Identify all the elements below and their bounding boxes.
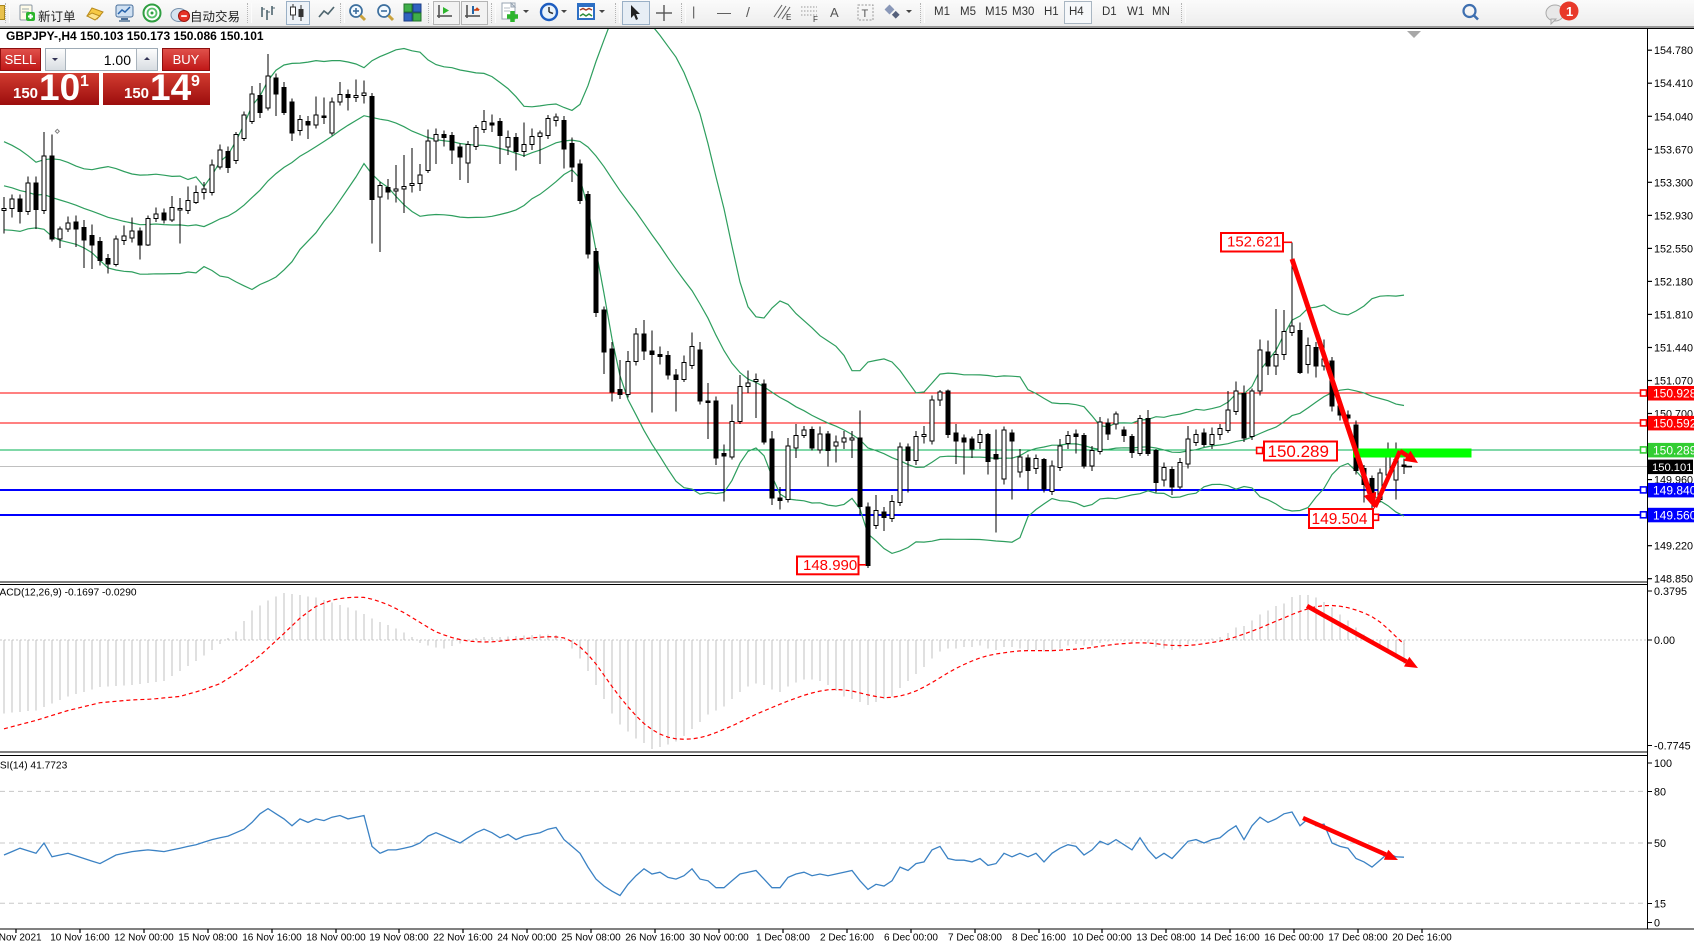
svg-text:24 Nov 00:00: 24 Nov 00:00 (497, 933, 557, 944)
svg-text:1 Dec 08:00: 1 Dec 08:00 (756, 933, 810, 944)
svg-text:25 Nov 08:00: 25 Nov 08:00 (561, 933, 621, 944)
svg-text:153.300: 153.300 (1654, 177, 1693, 189)
svg-text:30 Nov 00:00: 30 Nov 00:00 (689, 933, 749, 944)
svg-text:18 Nov 00:00: 18 Nov 00:00 (306, 933, 366, 944)
svg-text:152.550: 152.550 (1654, 243, 1693, 255)
svg-text:154.410: 154.410 (1654, 78, 1693, 90)
svg-text:151.440: 151.440 (1654, 343, 1693, 355)
svg-text:148.990: 148.990 (803, 557, 857, 574)
svg-text:GBPJPY-,H4 150.103 150.173 15: GBPJPY-,H4 150.103 150.173 150.086 150.1… (6, 29, 264, 43)
svg-text:20 Dec 16:00: 20 Dec 16:00 (1392, 933, 1452, 944)
svg-text:6 Dec 00:00: 6 Dec 00:00 (884, 933, 938, 944)
svg-text:19 Nov 08:00: 19 Nov 08:00 (369, 933, 429, 944)
svg-text:17 Dec 08:00: 17 Dec 08:00 (1328, 933, 1388, 944)
svg-text:149.560: 149.560 (1653, 508, 1694, 522)
svg-text:148.850: 148.850 (1654, 574, 1693, 586)
svg-text:E: E (786, 13, 791, 22)
svg-text:10 Dec 00:00: 10 Dec 00:00 (1072, 933, 1132, 944)
svg-text:149.220: 149.220 (1654, 541, 1693, 553)
svg-text:149.840: 149.840 (1653, 484, 1694, 498)
svg-text:15: 15 (1654, 898, 1666, 910)
svg-text:10 Nov 16:00: 10 Nov 16:00 (50, 933, 110, 944)
svg-text:0.3795: 0.3795 (1654, 586, 1687, 598)
svg-text:0: 0 (1654, 917, 1660, 929)
svg-text:22 Nov 16:00: 22 Nov 16:00 (433, 933, 493, 944)
svg-text:1: 1 (1566, 4, 1573, 19)
svg-text:150.101: 150.101 (1652, 462, 1692, 474)
svg-text:152.180: 152.180 (1654, 276, 1693, 288)
svg-text:151.070: 151.070 (1654, 376, 1693, 388)
svg-text:154.780: 154.780 (1654, 45, 1693, 57)
svg-text:154.040: 154.040 (1654, 111, 1693, 123)
svg-text:100: 100 (1654, 758, 1672, 770)
svg-text:16 Nov 16:00: 16 Nov 16:00 (242, 933, 302, 944)
svg-text:RSI(14) 41.7723: RSI(14) 41.7723 (0, 761, 68, 772)
svg-text:7 Dec 08:00: 7 Dec 08:00 (948, 933, 1002, 944)
svg-text:13 Dec 08:00: 13 Dec 08:00 (1136, 933, 1196, 944)
svg-text:50: 50 (1654, 838, 1666, 850)
svg-text:150.289: 150.289 (1268, 442, 1329, 461)
svg-text:16 Dec 00:00: 16 Dec 00:00 (1264, 933, 1324, 944)
svg-text:T: T (862, 8, 869, 20)
svg-text:149.504: 149.504 (1312, 511, 1368, 528)
svg-text:F: F (813, 15, 818, 23)
svg-text:9 Nov 2021: 9 Nov 2021 (0, 933, 42, 944)
svg-text:MACD(12,26,9) -0.1697 -0.0290: MACD(12,26,9) -0.1697 -0.0290 (0, 588, 137, 599)
svg-text:-0.7745: -0.7745 (1654, 740, 1691, 752)
svg-text:15 Nov 08:00: 15 Nov 08:00 (178, 933, 238, 944)
svg-text:8 Dec 16:00: 8 Dec 16:00 (1012, 933, 1066, 944)
svg-text:2 Dec 16:00: 2 Dec 16:00 (820, 933, 874, 944)
svg-text:153.670: 153.670 (1654, 144, 1693, 156)
svg-text:150.928: 150.928 (1653, 387, 1694, 401)
svg-text:151.810: 151.810 (1654, 309, 1693, 321)
svg-text:152.621: 152.621 (1227, 234, 1281, 251)
svg-text:14 Dec 16:00: 14 Dec 16:00 (1200, 933, 1260, 944)
svg-text:150.592: 150.592 (1653, 417, 1694, 431)
svg-text:0.00: 0.00 (1654, 635, 1675, 647)
svg-text:80: 80 (1654, 786, 1666, 798)
svg-text:152.930: 152.930 (1654, 210, 1693, 222)
svg-text:150.289: 150.289 (1653, 444, 1694, 458)
svg-text:12 Nov 00:00: 12 Nov 00:00 (114, 933, 174, 944)
svg-text:26 Nov 16:00: 26 Nov 16:00 (625, 933, 685, 944)
